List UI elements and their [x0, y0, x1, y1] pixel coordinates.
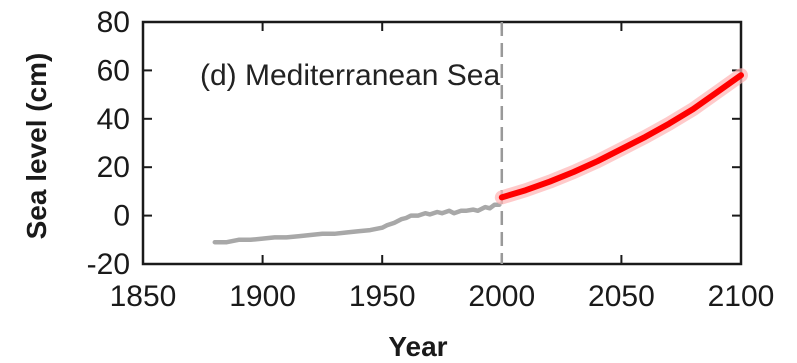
x-tick-label: 2050	[588, 280, 655, 313]
y-tick-label: -20	[87, 248, 130, 281]
x-tick-label: 1900	[229, 280, 296, 313]
x-axis-title: Year	[388, 331, 447, 362]
y-axis: -20 0 20 40 60 80	[87, 6, 741, 281]
projection-uncertainty-band	[494, 68, 748, 205]
x-axis: 1850 1900 1950 2000 2050 2100	[110, 22, 775, 313]
y-tick-label: 80	[97, 6, 130, 39]
x-tick-label: 2000	[468, 280, 535, 313]
x-tick-label: 1850	[110, 280, 177, 313]
y-tick-label: 40	[97, 103, 130, 136]
x-tick-label: 1950	[349, 280, 416, 313]
y-tick-label: 0	[113, 200, 130, 233]
projected-series-line	[498, 72, 744, 201]
panel-label: (d) Mediterranean Sea	[200, 59, 500, 92]
x-tick-label: 2100	[708, 280, 775, 313]
series-layer	[212, 68, 748, 245]
y-tick-label: 20	[97, 151, 130, 184]
y-axis-title: Sea level (cm)	[21, 53, 52, 240]
y-tick-label: 60	[97, 54, 130, 87]
observed-series-line	[212, 202, 502, 245]
plot-frame	[141, 20, 743, 266]
